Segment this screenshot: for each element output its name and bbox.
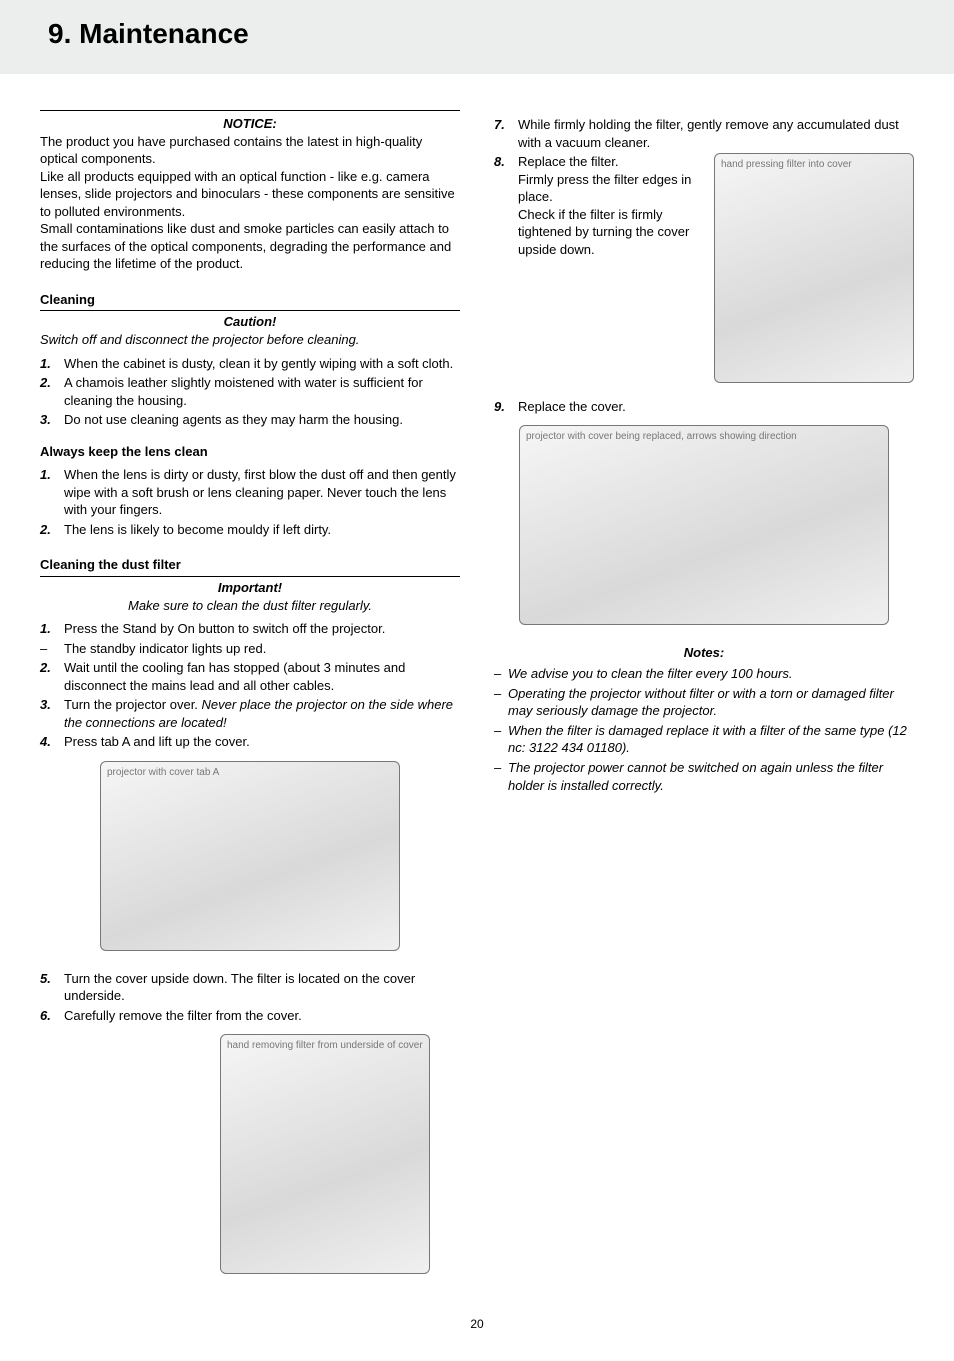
lens-list: 1.When the lens is dirty or dusty, first…	[40, 466, 460, 538]
important-heading: Important!	[40, 579, 460, 597]
list-item: –When the filter is damaged replace it w…	[494, 722, 914, 757]
page: 9. Maintenance NOTICE: The product you h…	[0, 0, 954, 1361]
list-item: 5.Turn the cover upside down. The filter…	[40, 970, 460, 1005]
list-item: 2.Wait until the cooling fan has stopped…	[40, 659, 460, 694]
important-body: Make sure to clean the dust filter regul…	[40, 597, 460, 615]
list-item: –The projector power cannot be switched …	[494, 759, 914, 794]
lens-heading: Always keep the lens clean	[40, 443, 460, 461]
notes-heading: Notes:	[494, 644, 914, 662]
dust-filter-list-2: 5.Turn the cover upside down. The filter…	[40, 970, 460, 1025]
list-item: 8. Replace the filter. Firmly press the …	[494, 153, 704, 258]
list-item: –The standby indicator lights up red.	[40, 640, 460, 658]
dust-filter-list-1: 1.Press the Stand by On button to switch…	[40, 620, 460, 751]
figure-projector-tab-a: projector with cover tab A	[40, 761, 460, 956]
list-item: 2.A chamois leather slightly moistened w…	[40, 374, 460, 409]
list-item: 1.When the cabinet is dusty, clean it by…	[40, 355, 460, 373]
list-item: 9. Replace the cover.	[494, 398, 914, 416]
figure-press-filter: hand pressing filter into cover	[714, 153, 914, 388]
notice-body: The product you have purchased contains …	[40, 133, 460, 273]
list-item: 3.Do not use cleaning agents as they may…	[40, 411, 460, 429]
steps-7-8: 7. While firmly holding the filter, gent…	[494, 116, 914, 151]
list-item: 2.The lens is likely to become mouldy if…	[40, 521, 460, 539]
page-title: 9. Maintenance	[8, 18, 954, 50]
list-item: 1.Press the Stand by On button to switch…	[40, 620, 460, 638]
list-item: 3.Turn the projector over. Never place t…	[40, 696, 460, 731]
title-bar: 9. Maintenance	[0, 0, 954, 74]
list-item: 1.When the lens is dirty or dusty, first…	[40, 466, 460, 519]
figure-remove-filter: hand removing filter from underside of c…	[40, 1034, 460, 1279]
list-item: –We advise you to clean the filter every…	[494, 665, 914, 683]
content-columns: NOTICE: The product you have purchased c…	[40, 110, 914, 1293]
list-item: 4.Press tab A and lift up the cover.	[40, 733, 460, 751]
divider	[40, 110, 460, 111]
cleaning-heading: Cleaning	[40, 291, 460, 312]
cleaning-list: 1.When the cabinet is dusty, clean it by…	[40, 355, 460, 429]
right-column: 7. While firmly holding the filter, gent…	[494, 110, 914, 1293]
list-item: 6.Carefully remove the filter from the c…	[40, 1007, 460, 1025]
figure-alt: hand pressing filter into cover	[721, 158, 852, 172]
notes-list: –We advise you to clean the filter every…	[494, 665, 914, 794]
step-8-with-figure: 8. Replace the filter. Firmly press the …	[494, 153, 914, 388]
dust-filter-heading: Cleaning the dust filter	[40, 556, 460, 577]
step-9: 9. Replace the cover.	[494, 398, 914, 416]
caution-heading: Caution!	[40, 313, 460, 331]
figure-alt: hand removing filter from underside of c…	[227, 1039, 423, 1053]
figure-alt: projector with cover tab A	[107, 766, 219, 780]
list-item: –Operating the projector without filter …	[494, 685, 914, 720]
caution-body: Switch off and disconnect the projector …	[40, 331, 460, 349]
page-number: 20	[40, 1317, 914, 1331]
notice-heading: NOTICE:	[40, 115, 460, 133]
figure-replace-cover: projector with cover being replaced, arr…	[494, 425, 914, 630]
figure-alt: projector with cover being replaced, arr…	[526, 430, 797, 444]
left-column: NOTICE: The product you have purchased c…	[40, 110, 460, 1293]
list-item: 7. While firmly holding the filter, gent…	[494, 116, 914, 151]
